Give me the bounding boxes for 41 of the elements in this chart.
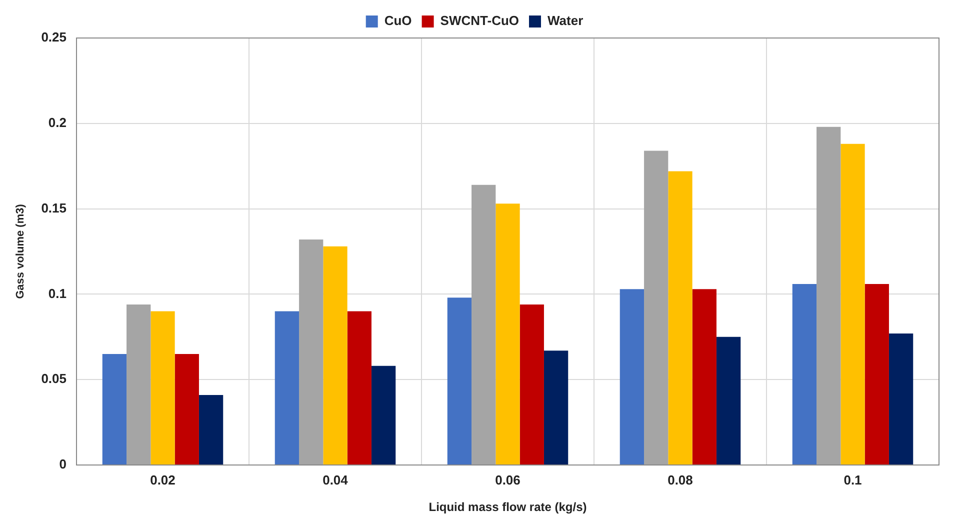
y-axis-title: Gass volume (m3) xyxy=(14,204,27,299)
bar xyxy=(692,289,716,464)
bar xyxy=(496,204,520,464)
x-tick-label: 0.08 xyxy=(668,472,693,488)
bar xyxy=(644,150,668,464)
bar xyxy=(150,311,175,464)
bar xyxy=(102,354,127,464)
bar xyxy=(716,336,741,464)
y-tick-label: 0.05 xyxy=(41,371,66,386)
bar xyxy=(371,366,396,464)
bar xyxy=(520,304,544,464)
bar xyxy=(447,298,472,464)
bar xyxy=(816,126,841,464)
bar xyxy=(888,333,914,464)
bar xyxy=(620,289,644,464)
x-tick-label: 0.1 xyxy=(844,472,862,488)
legend-label: Water xyxy=(548,13,584,28)
bar xyxy=(840,144,865,464)
bar xyxy=(174,354,199,464)
bar xyxy=(126,304,151,464)
legend-label: CuO xyxy=(384,13,412,28)
bar xyxy=(544,350,568,464)
x-axis-title: Liquid mass flow rate (kg/s) xyxy=(428,500,587,514)
bar xyxy=(299,240,324,464)
bar xyxy=(668,171,692,464)
bar xyxy=(472,184,496,464)
x-tick-label: 0.02 xyxy=(150,472,176,488)
y-tick-label: 0.2 xyxy=(48,114,66,130)
y-tick-label: 0 xyxy=(59,456,66,472)
bar xyxy=(792,284,817,464)
x-tick-label: 0.06 xyxy=(495,472,520,488)
bar xyxy=(198,394,224,464)
x-tick-label: 0.04 xyxy=(322,472,349,488)
y-tick-label: 0.1 xyxy=(48,286,66,301)
bar xyxy=(323,246,348,464)
y-tick-label: 0.25 xyxy=(41,30,66,45)
legend-label: SWCNT-CuO xyxy=(440,13,520,28)
bar xyxy=(274,311,300,464)
y-tick-label: 0.15 xyxy=(41,200,66,216)
bar xyxy=(347,311,372,464)
bar xyxy=(864,284,889,464)
